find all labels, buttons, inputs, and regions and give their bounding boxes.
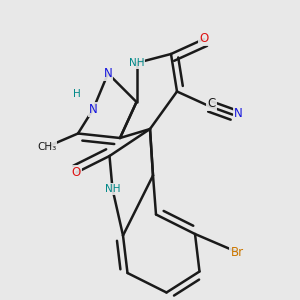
Text: O: O [200,32,208,46]
Text: H: H [73,89,80,99]
Text: N: N [88,103,98,116]
Text: CH₃: CH₃ [37,142,56,152]
Text: NH: NH [105,184,120,194]
Text: Br: Br [230,245,244,259]
Text: C: C [207,97,216,110]
Text: N: N [103,67,112,80]
Text: NH: NH [129,58,144,68]
Text: N: N [233,107,242,120]
Text: O: O [72,166,81,179]
